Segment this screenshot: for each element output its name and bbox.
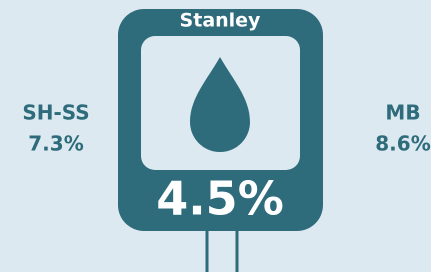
infographic: Stanley 4.5% SH-SS 7.3% MB 8.6%: [0, 0, 431, 272]
center-title: Stanley: [180, 10, 262, 32]
center-value: 4.5%: [156, 172, 284, 226]
stem: [207, 226, 237, 272]
right-label: MB: [385, 101, 420, 125]
page: Stanley 4.5% SH-SS 7.3% MB 8.6% (() => {…: [0, 0, 431, 272]
left-label: SH-SS: [22, 101, 89, 125]
left-value: 7.3%: [28, 132, 83, 156]
right-value: 8.6%: [375, 132, 430, 156]
